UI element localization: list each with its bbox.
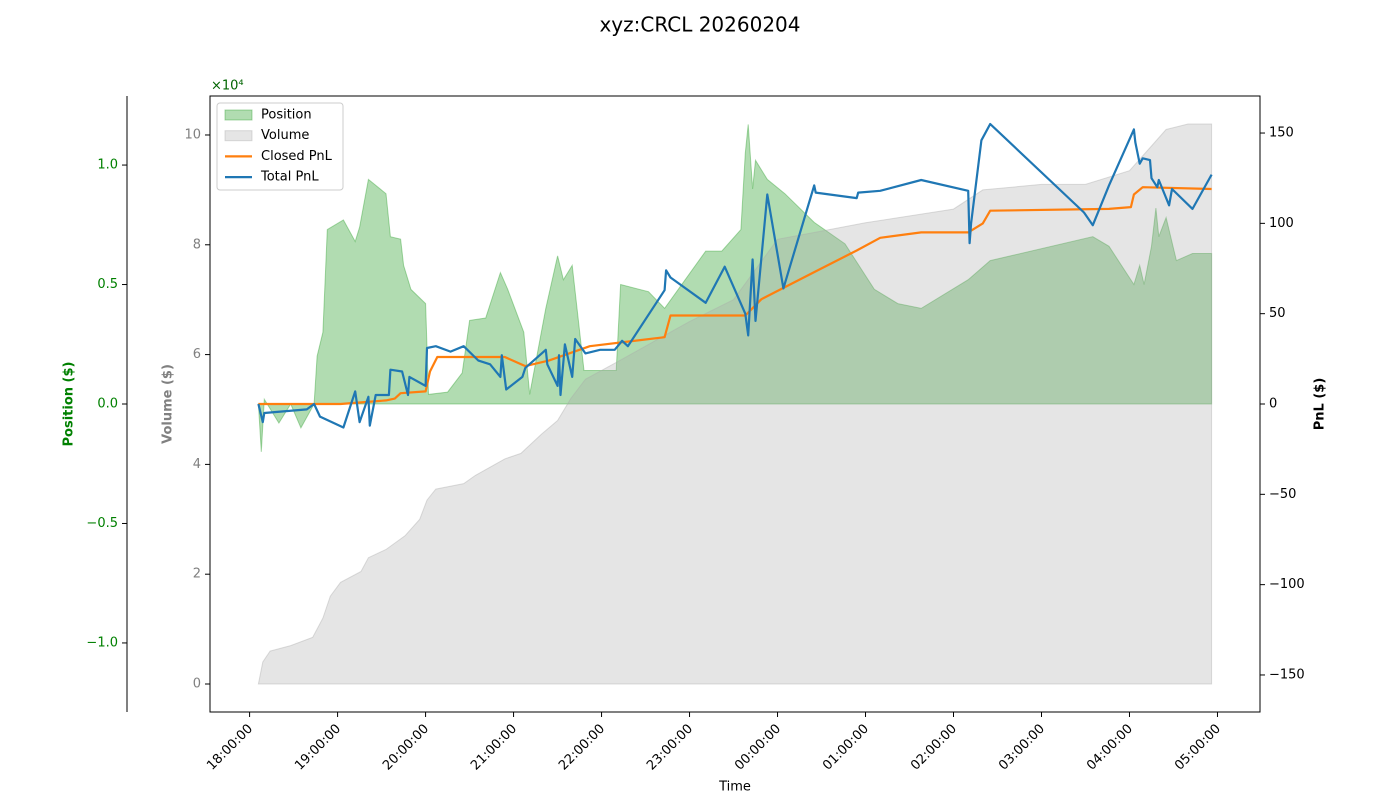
x-tick-label: 05:00:00 (1172, 722, 1224, 774)
pnl-tick-label: 100 (1269, 216, 1294, 231)
x-tick-label: 03:00:00 (996, 722, 1048, 774)
position-axis-label: Position ($) (62, 362, 77, 447)
x-axis-label: Time (718, 780, 751, 795)
legend-label: Total PnL (260, 170, 319, 185)
line (258, 186, 1212, 406)
volume-tick-label: 4 (193, 457, 201, 472)
line (257, 122, 1213, 429)
x-tick-label: 22:00:00 (556, 722, 608, 774)
volume-offset-label: ×10⁴ (211, 79, 244, 94)
pnl-tick-label: −50 (1269, 487, 1296, 502)
x-tick-label: 20:00:00 (380, 722, 432, 774)
position-tick-label: −0.5 (86, 516, 118, 531)
x-tick-label: 01:00:00 (820, 722, 872, 774)
volume-tick-label: 8 (193, 237, 201, 252)
position-tick-label: −1.0 (86, 635, 118, 650)
volume-tick-label: 10 (184, 127, 201, 142)
legend-swatch (224, 130, 253, 142)
pnl-tick-label: 150 (1269, 126, 1294, 141)
volume-axis-label: Volume ($) (161, 364, 176, 444)
position-tick-label: 1.0 (97, 158, 118, 173)
volume-tick-label: 2 (193, 567, 201, 582)
chart-title: xyz:CRCL 20260204 (599, 13, 800, 37)
pnl-tick-label: −150 (1269, 667, 1305, 682)
position-tick-label: 0.5 (97, 277, 118, 292)
legend-label: Closed PnL (261, 149, 333, 164)
area (257, 123, 1213, 685)
x-tick-label: 04:00:00 (1084, 722, 1136, 774)
pnl-tick-label: 50 (1269, 306, 1286, 321)
legend-label: Position (261, 108, 312, 123)
position-tick-label: 0.0 (97, 397, 118, 412)
pnl-tick-label: −100 (1269, 577, 1305, 592)
pnl-tick-label: 0 (1269, 397, 1277, 412)
x-tick-label: 18:00:00 (204, 722, 256, 774)
pnl-axis-label: PnL ($) (1313, 378, 1328, 431)
plot-area (257, 122, 1213, 685)
x-tick-label: 02:00:00 (908, 722, 960, 774)
x-tick-label: 23:00:00 (644, 722, 696, 774)
legend-swatch (224, 109, 253, 121)
volume-tick-label: 6 (193, 347, 201, 362)
volume-tick-label: 0 (193, 677, 201, 692)
x-tick-label: 19:00:00 (292, 722, 344, 774)
legend-box (216, 102, 344, 191)
legend-label: Volume (261, 128, 309, 143)
x-tick-label: 21:00:00 (468, 722, 520, 774)
x-tick-label: 00:00:00 (732, 722, 784, 774)
